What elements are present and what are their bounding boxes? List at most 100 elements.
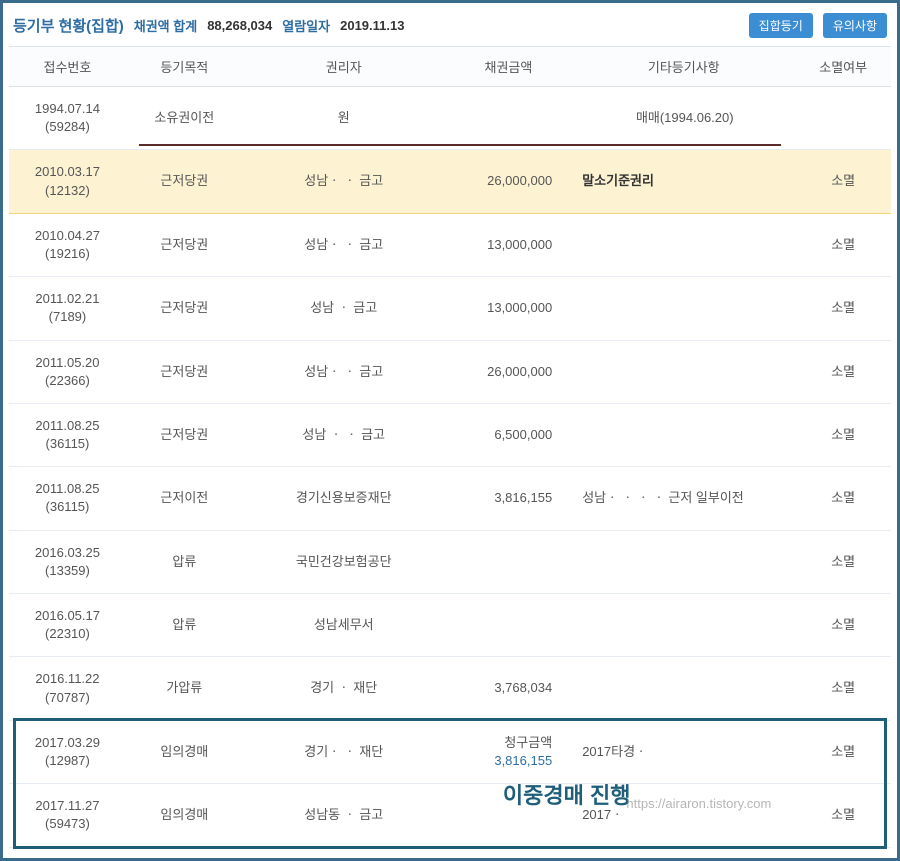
cell-status: 소멸 bbox=[795, 150, 891, 213]
cell-receipt: 2011.02.21(7189) bbox=[9, 277, 126, 340]
cell-purpose: 압류 bbox=[126, 530, 243, 593]
cell-holder: 경기 ㆍ 재단 bbox=[243, 657, 445, 720]
cell-holder: 성남세무서 bbox=[243, 594, 445, 657]
cell-other bbox=[572, 340, 795, 403]
cell-purpose: 근저당권 bbox=[126, 403, 243, 466]
cell-other: 성남ㆍ ㆍ ㆍ ㆍ 근저 일부이전 bbox=[572, 467, 795, 530]
date-value: 2019.11.13 bbox=[340, 18, 404, 33]
cell-receipt: 2016.03.25(13359) bbox=[9, 530, 126, 593]
cell-holder: 성남ㆍ ㆍ 금고 bbox=[243, 150, 445, 213]
cell-receipt: 2016.05.17(22310) bbox=[9, 594, 126, 657]
cell-other bbox=[572, 657, 795, 720]
cell-purpose: 가압류 bbox=[126, 657, 243, 720]
cell-other bbox=[572, 403, 795, 466]
notice-button[interactable]: 유의사항 bbox=[823, 13, 887, 38]
cell-amount bbox=[445, 594, 573, 657]
cell-receipt: 2016.11.22(70787) bbox=[9, 657, 126, 720]
cell-amount: 3,768,034 bbox=[445, 657, 573, 720]
sum-label: 채권액 합계 bbox=[134, 16, 197, 35]
cell-amount bbox=[445, 87, 573, 150]
cell-status: 소멸 bbox=[795, 530, 891, 593]
table-row: 2010.04.27(19216)근저당권성남ㆍ ㆍ 금고13,000,000 소… bbox=[9, 213, 891, 276]
cell-purpose: 임의경매 bbox=[126, 784, 243, 847]
table-row: 2011.02.21(7189)근저당권성남 ㆍ 금고13,000,000 소멸 bbox=[9, 277, 891, 340]
cell-receipt: 2010.04.27(19216) bbox=[9, 213, 126, 276]
cell-other: 매매(1994.06.20) bbox=[572, 87, 795, 150]
cell-holder: 성남 ㆍ ㆍ 금고 bbox=[243, 403, 445, 466]
cell-amount: 26,000,000 bbox=[445, 150, 573, 213]
cell-other: 2017타경ㆍ bbox=[572, 720, 795, 783]
cell-status: 소멸 bbox=[795, 784, 891, 847]
table-header-row: 접수번호 등기목적 권리자 채권금액 기타등기사항 소멸여부 bbox=[9, 47, 891, 87]
cell-status: 소멸 bbox=[795, 594, 891, 657]
cell-other: 말소기준권리 bbox=[572, 150, 795, 213]
cell-purpose: 근저당권 bbox=[126, 277, 243, 340]
cell-purpose: 근저당권 bbox=[126, 340, 243, 403]
col-amount: 채권금액 bbox=[445, 47, 573, 87]
cell-holder: 국민건강보험공단 bbox=[243, 530, 445, 593]
cell-purpose: 근저당권 bbox=[126, 150, 243, 213]
header-bar: 등기부 현황(집합) 채권액 합계 88,268,034 열람일자 2019.1… bbox=[9, 9, 891, 46]
cell-receipt: 2017.03.29(12987) bbox=[9, 720, 126, 783]
cell-amount: 3,816,155 bbox=[445, 467, 573, 530]
table-row: 2010.03.17(12132)근저당권성남ㆍ ㆍ 금고26,000,000말… bbox=[9, 150, 891, 213]
cell-purpose: 근저이전 bbox=[126, 467, 243, 530]
table-row: 2011.08.25(36115)근저당권성남 ㆍ ㆍ 금고6,500,000 소… bbox=[9, 403, 891, 466]
cell-other: 2017ㆍ bbox=[572, 784, 795, 847]
sum-value: 88,268,034 bbox=[207, 18, 272, 33]
register-table: 접수번호 등기목적 권리자 채권금액 기타등기사항 소멸여부 1994.07.1… bbox=[9, 46, 891, 848]
table-row: 2016.11.22(70787)가압류경기 ㆍ 재단3,768,034 소멸 bbox=[9, 657, 891, 720]
cell-holder: 원 bbox=[243, 87, 445, 150]
table-row: 2016.03.25(13359)압류국민건강보험공단 소멸 bbox=[9, 530, 891, 593]
cell-amount bbox=[445, 784, 573, 847]
cell-receipt: 1994.07.14(59284) bbox=[9, 87, 126, 150]
cell-purpose: 소유권이전 bbox=[126, 87, 243, 150]
cell-status: 소멸 bbox=[795, 467, 891, 530]
col-status: 소멸여부 bbox=[795, 47, 891, 87]
table-row: 2011.08.25(36115)근저이전경기신용보증재단3,816,155성남… bbox=[9, 467, 891, 530]
cell-amount: 6,500,000 bbox=[445, 403, 573, 466]
table-row: 2017.11.27(59473)임의경매성남동 ㆍ 금고 2017ㆍ소멸 bbox=[9, 784, 891, 847]
cell-purpose: 근저당권 bbox=[126, 213, 243, 276]
cell-receipt: 2011.08.25(36115) bbox=[9, 403, 126, 466]
col-holder: 권리자 bbox=[243, 47, 445, 87]
cell-holder: 성남ㆍ ㆍ 금고 bbox=[243, 340, 445, 403]
cell-purpose: 임의경매 bbox=[126, 720, 243, 783]
date-label: 열람일자 bbox=[282, 16, 330, 35]
cell-other bbox=[572, 594, 795, 657]
cell-amount: 청구금액3,816,155 bbox=[445, 720, 573, 783]
cell-holder: 경기ㆍ ㆍ 재단 bbox=[243, 720, 445, 783]
page-title: 등기부 현황(집합) bbox=[13, 15, 124, 36]
table-row: 2011.05.20(22366)근저당권성남ㆍ ㆍ 금고26,000,000 소… bbox=[9, 340, 891, 403]
cell-other bbox=[572, 277, 795, 340]
table-row: 2016.05.17(22310)압류성남세무서 소멸 bbox=[9, 594, 891, 657]
cell-holder: 성남ㆍ ㆍ 금고 bbox=[243, 213, 445, 276]
table-row: 1994.07.14(59284)소유권이전원 매매(1994.06.20) bbox=[9, 87, 891, 150]
cell-status: 소멸 bbox=[795, 657, 891, 720]
cell-status: 소멸 bbox=[795, 277, 891, 340]
col-other: 기타등기사항 bbox=[572, 47, 795, 87]
cell-amount bbox=[445, 530, 573, 593]
cell-status: 소멸 bbox=[795, 403, 891, 466]
cell-status: 소멸 bbox=[795, 340, 891, 403]
cell-other bbox=[572, 530, 795, 593]
table-row: 2017.03.29(12987)임의경매경기ㆍ ㆍ 재단청구금액3,816,1… bbox=[9, 720, 891, 783]
cell-status: 소멸 bbox=[795, 213, 891, 276]
cell-amount: 26,000,000 bbox=[445, 340, 573, 403]
cell-receipt: 2010.03.17(12132) bbox=[9, 150, 126, 213]
cell-purpose: 압류 bbox=[126, 594, 243, 657]
cell-receipt: 2011.05.20(22366) bbox=[9, 340, 126, 403]
cell-holder: 성남 ㆍ 금고 bbox=[243, 277, 445, 340]
cell-receipt: 2011.08.25(36115) bbox=[9, 467, 126, 530]
collective-register-button[interactable]: 집합등기 bbox=[749, 13, 813, 38]
cell-amount: 13,000,000 bbox=[445, 277, 573, 340]
cell-holder: 경기신용보증재단 bbox=[243, 467, 445, 530]
cell-status bbox=[795, 87, 891, 150]
cell-amount: 13,000,000 bbox=[445, 213, 573, 276]
cell-other bbox=[572, 213, 795, 276]
cell-holder: 성남동 ㆍ 금고 bbox=[243, 784, 445, 847]
cell-receipt: 2017.11.27(59473) bbox=[9, 784, 126, 847]
col-purpose: 등기목적 bbox=[126, 47, 243, 87]
table-wrap: 접수번호 등기목적 권리자 채권금액 기타등기사항 소멸여부 1994.07.1… bbox=[9, 46, 891, 848]
col-receipt-no: 접수번호 bbox=[9, 47, 126, 87]
